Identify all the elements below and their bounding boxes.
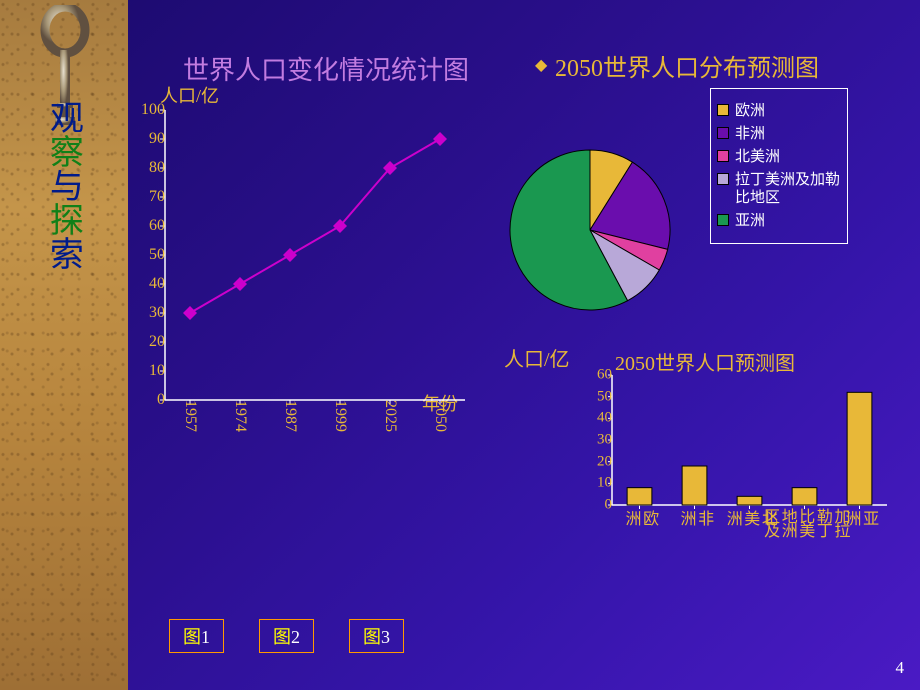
line-ytick: 90 — [149, 130, 165, 148]
pie-chart-title: 2050世界人口分布预测图 — [555, 48, 819, 83]
legend-label: 拉丁美洲及加勒比地区 — [735, 171, 841, 207]
pie-chart — [500, 140, 680, 325]
bar-ytick: 60 — [597, 367, 612, 384]
line-xtick: 1957 — [181, 400, 199, 432]
button-row: 图1 图2 图3 — [169, 619, 404, 653]
bar-ytick: 10 — [597, 475, 612, 492]
line-xtick: 1974 — [231, 400, 249, 432]
line-ytick: 10 — [149, 362, 165, 380]
line-xtick: 1999 — [331, 400, 349, 432]
bullet-icon: ◆ — [535, 55, 547, 75]
line-xtick: 1987 — [281, 400, 299, 432]
legend-item: 欧洲 — [717, 102, 841, 120]
line-xtick: 2050 — [431, 400, 449, 432]
legend-label: 北美洲 — [735, 148, 780, 166]
legend-label: 亚洲 — [735, 212, 765, 230]
bar-ytick: 20 — [597, 453, 612, 470]
line-ytick: 70 — [149, 188, 165, 206]
bar-xtick: 非洲 — [677, 508, 712, 525]
bar-xtick: 拉丁美洲及加勒比地区 — [761, 508, 849, 536]
sidebar-texture: 观察与探索 — [0, 0, 128, 690]
pie-legend: 欧洲非洲北美洲拉丁美洲及加勒比地区亚洲 — [710, 88, 848, 244]
pie-chart-svg — [500, 140, 680, 320]
legend-item: 亚洲 — [717, 212, 841, 230]
line-ytick: 30 — [149, 304, 165, 322]
legend-item: 非洲 — [717, 125, 841, 143]
bar-xtick: 欧洲 — [622, 508, 657, 525]
bar-ytick: 40 — [597, 410, 612, 427]
sidebar-vertical-text: 观察与探索 — [35, 100, 89, 270]
legend-item: 拉丁美洲及加勒比地区 — [717, 171, 841, 207]
legend-label: 欧洲 — [735, 102, 765, 120]
bar-chart-svg — [582, 370, 897, 520]
chart-button-2[interactable]: 图2 — [259, 619, 314, 653]
legend-swatch — [717, 214, 729, 226]
bar-ytick: 50 — [597, 388, 612, 405]
line-xtick: 2025 — [381, 400, 399, 432]
line-ytick: 80 — [149, 159, 165, 177]
legend-swatch — [717, 173, 729, 185]
bar-chart-ylabel: 人口/亿 — [504, 343, 570, 372]
line-ytick: 50 — [149, 246, 165, 264]
legend-swatch — [717, 127, 729, 139]
bar-xtick: 亚洲 — [842, 508, 877, 525]
legend-label: 非洲 — [735, 125, 765, 143]
chart-button-1[interactable]: 图1 — [169, 619, 224, 653]
line-ytick: 40 — [149, 275, 165, 293]
chart-button-3[interactable]: 图3 — [349, 619, 404, 653]
line-chart-title: 世界人口变化情况统计图 — [183, 50, 469, 87]
page-number: 4 — [896, 658, 905, 678]
line-ytick: 100 — [141, 101, 165, 119]
bar-ytick: 30 — [597, 432, 612, 449]
bar-ytick: 0 — [605, 497, 613, 514]
bar-chart: 0102030405060欧洲非洲北美洲拉丁美洲及加勒比地区亚洲 — [582, 370, 897, 525]
legend-swatch — [717, 150, 729, 162]
line-ytick: 60 — [149, 217, 165, 235]
line-ytick: 0 — [157, 391, 165, 409]
line-chart: 0 10 20 30 40 50 60 70 80 90 100 1957 1974 1987 1999 20… — [115, 100, 475, 475]
line-ytick: 20 — [149, 333, 165, 351]
legend-item: 北美洲 — [717, 148, 841, 166]
legend-swatch — [717, 104, 729, 116]
